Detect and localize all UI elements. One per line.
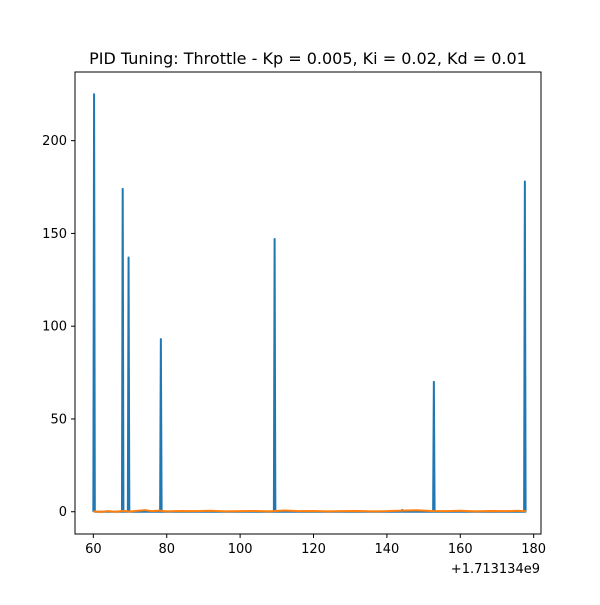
- x-tick-label: 60: [85, 542, 102, 557]
- plot-area: [92, 93, 527, 513]
- chart-title: PID Tuning: Throttle - Kp = 0.005, Ki = …: [89, 49, 527, 68]
- x-tick-label: 180: [521, 542, 546, 557]
- axes: 60 80 100 120 140 160 180 0 50 100 150 200: [42, 134, 546, 557]
- x-tick-label: 160: [448, 542, 473, 557]
- y-tick-label: 100: [42, 320, 67, 335]
- x-tick-label: 120: [301, 542, 326, 557]
- x-tick-label: 140: [374, 542, 399, 557]
- series-line-2: [93, 509, 527, 513]
- x-tick-label: 100: [228, 542, 253, 557]
- y-tick-label: 0: [59, 505, 67, 520]
- x-axis-offset-label: +1.713134e9: [451, 562, 540, 577]
- plot-frame: [74, 71, 542, 535]
- y-tick-label: 200: [42, 134, 67, 149]
- y-tick-label: 150: [42, 227, 67, 242]
- x-tick-label: 80: [158, 542, 175, 557]
- y-tick-label: 50: [50, 412, 67, 427]
